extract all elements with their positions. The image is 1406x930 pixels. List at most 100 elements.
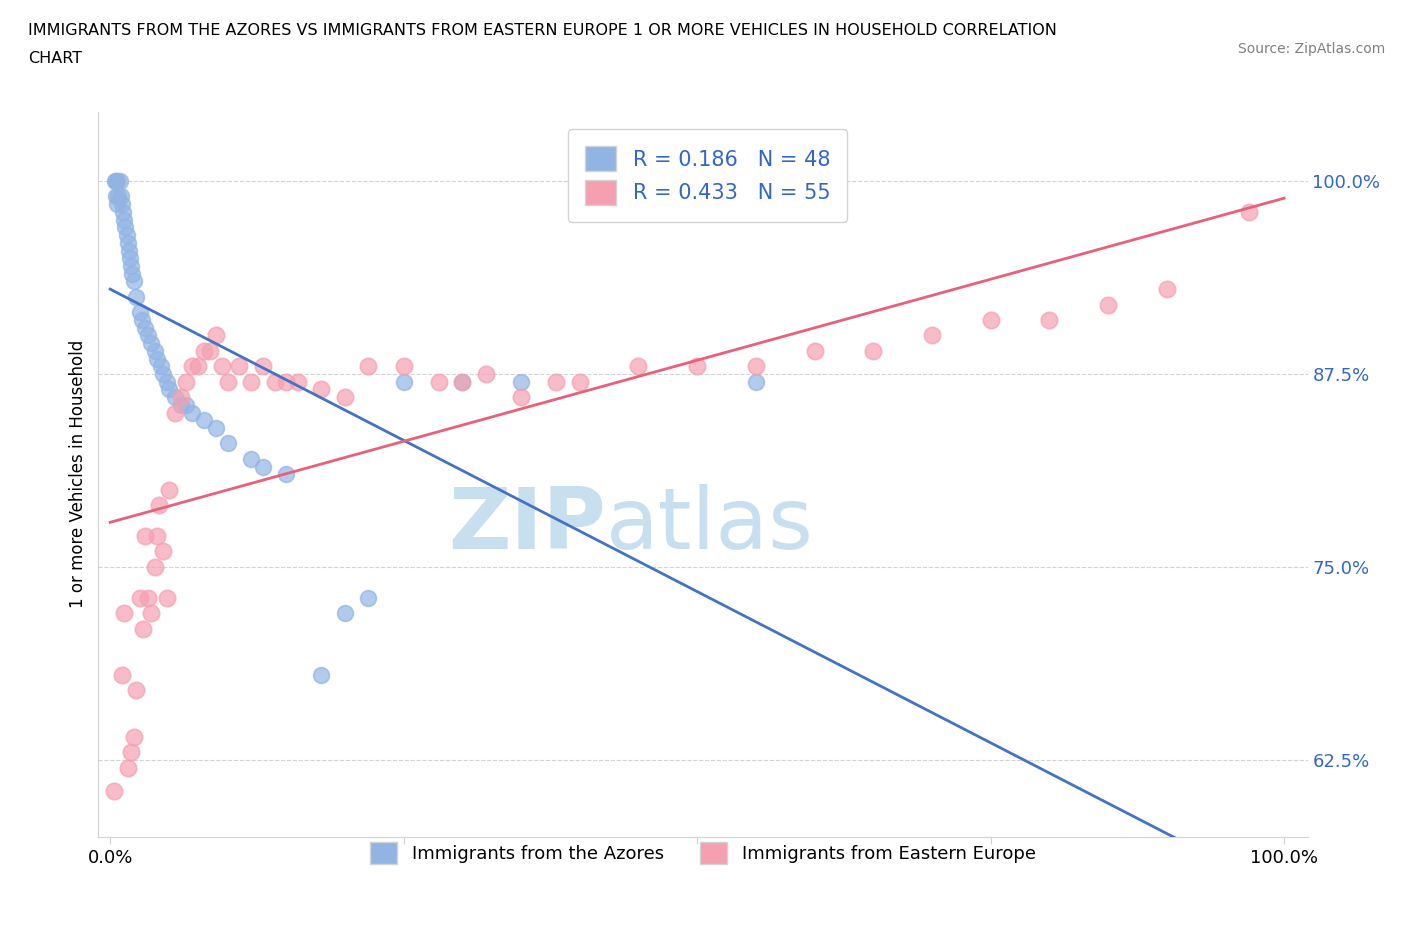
Point	[475, 366, 498, 381]
Y-axis label: 1 or more Vehicles in Household: 1 or more Vehicles in Household	[69, 340, 87, 608]
Legend: Immigrants from the Azores, Immigrants from Eastern Europe: Immigrants from the Azores, Immigrants f…	[356, 828, 1050, 879]
Point	[146, 352, 169, 366]
Point	[121, 266, 143, 281]
Point	[451, 374, 474, 389]
Text: atlas: atlas	[606, 484, 814, 566]
Point	[510, 390, 533, 405]
Point	[107, 189, 129, 204]
Point	[136, 328, 159, 343]
Point	[204, 328, 226, 343]
Point	[1156, 282, 1178, 297]
Point	[627, 359, 650, 374]
Point	[115, 228, 138, 243]
Point	[427, 374, 450, 389]
Point	[862, 343, 884, 358]
Point	[111, 668, 134, 683]
Point	[1097, 297, 1119, 312]
Point	[117, 760, 139, 775]
Point	[125, 683, 148, 698]
Point	[163, 390, 186, 405]
Point	[114, 219, 136, 234]
Point	[217, 436, 239, 451]
Point	[568, 374, 591, 389]
Point	[169, 397, 191, 412]
Point	[136, 591, 159, 605]
Point	[217, 374, 239, 389]
Point	[181, 359, 204, 374]
Point	[105, 174, 128, 189]
Point	[148, 498, 170, 512]
Text: CHART: CHART	[28, 51, 82, 66]
Point	[120, 745, 142, 760]
Point	[134, 528, 156, 543]
Point	[198, 343, 221, 358]
Point	[333, 390, 356, 405]
Point	[143, 343, 166, 358]
Point	[392, 359, 415, 374]
Point	[118, 243, 141, 258]
Point	[155, 374, 177, 389]
Point	[120, 251, 142, 266]
Point	[125, 289, 148, 304]
Point	[131, 312, 153, 327]
Point	[228, 359, 250, 374]
Point	[132, 621, 155, 636]
Point	[240, 374, 263, 389]
Point	[122, 274, 145, 289]
Point	[204, 420, 226, 435]
Point	[510, 374, 533, 389]
Point	[392, 374, 415, 389]
Point	[276, 374, 298, 389]
Point	[134, 320, 156, 335]
Point	[103, 783, 125, 798]
Point	[128, 305, 150, 320]
Point	[104, 174, 127, 189]
Point	[451, 374, 474, 389]
Point	[1038, 312, 1060, 327]
Point	[141, 336, 163, 351]
Point	[112, 605, 135, 620]
Point	[980, 312, 1002, 327]
Point	[193, 413, 215, 428]
Point	[745, 374, 768, 389]
Point	[146, 528, 169, 543]
Point	[745, 359, 768, 374]
Point	[176, 397, 198, 412]
Point	[157, 382, 180, 397]
Point	[357, 359, 380, 374]
Point	[333, 605, 356, 620]
Point	[311, 382, 333, 397]
Point	[181, 405, 204, 420]
Point	[108, 174, 131, 189]
Point	[122, 729, 145, 744]
Point	[149, 359, 172, 374]
Point	[803, 343, 825, 358]
Point	[157, 483, 180, 498]
Point	[155, 591, 177, 605]
Point	[357, 591, 380, 605]
Point	[163, 405, 186, 420]
Point	[193, 343, 215, 358]
Point	[176, 374, 198, 389]
Point	[111, 197, 134, 212]
Point	[211, 359, 233, 374]
Point	[105, 174, 128, 189]
Point	[143, 560, 166, 575]
Point	[152, 366, 174, 381]
Point	[240, 451, 263, 466]
Point	[120, 259, 142, 273]
Point	[311, 668, 333, 683]
Text: Source: ZipAtlas.com: Source: ZipAtlas.com	[1237, 42, 1385, 56]
Point	[252, 459, 274, 474]
Point	[112, 212, 135, 227]
Point	[1237, 205, 1260, 219]
Point	[921, 328, 943, 343]
Point	[112, 205, 135, 219]
Point	[110, 189, 132, 204]
Point	[169, 390, 191, 405]
Point	[105, 197, 128, 212]
Point	[141, 605, 163, 620]
Point	[187, 359, 209, 374]
Point	[152, 544, 174, 559]
Point	[128, 591, 150, 605]
